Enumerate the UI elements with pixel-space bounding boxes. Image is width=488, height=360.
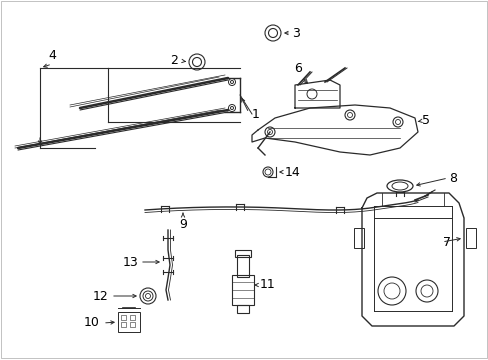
Text: 4: 4 — [48, 49, 56, 62]
Text: 11: 11 — [260, 279, 275, 292]
Bar — [118, 312, 140, 332]
Bar — [235, 250, 250, 257]
Bar — [237, 255, 248, 277]
Text: 8: 8 — [448, 171, 456, 185]
Bar — [237, 305, 248, 313]
Text: 10: 10 — [84, 316, 100, 329]
Bar — [130, 322, 135, 327]
Bar — [121, 315, 126, 320]
Text: 2: 2 — [170, 54, 178, 67]
Text: 7: 7 — [442, 235, 450, 248]
Bar — [465, 228, 475, 248]
Text: 6: 6 — [293, 62, 301, 75]
Text: 13: 13 — [122, 256, 138, 269]
Text: 14: 14 — [285, 166, 300, 179]
Bar — [231, 275, 253, 305]
Text: 5: 5 — [421, 113, 429, 126]
Bar — [121, 322, 126, 327]
Text: 1: 1 — [251, 108, 259, 121]
Bar — [353, 228, 363, 248]
Bar — [130, 315, 135, 320]
Text: 3: 3 — [291, 27, 299, 40]
Text: 12: 12 — [92, 289, 108, 302]
Text: 9: 9 — [179, 218, 186, 231]
